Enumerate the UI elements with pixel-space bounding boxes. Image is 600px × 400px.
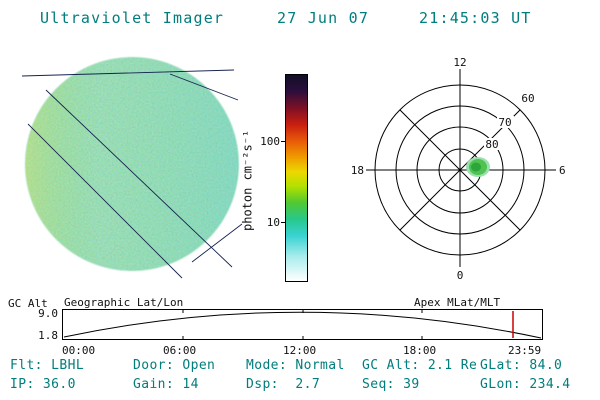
status-glat: GLat: 84.0 (480, 358, 563, 373)
colorbar-tick-10: 10 (266, 216, 280, 229)
polar-plot: 12 18 6 0 60 70 80 (351, 56, 566, 282)
colorbar-tickmark-100 (281, 141, 286, 142)
gc-alt-ytick-1-8: 1.8 (38, 329, 58, 342)
xtick-0600: 06:00 (163, 344, 197, 357)
disk-pixels (25, 57, 239, 271)
strip-hour-ticks (182, 310, 423, 339)
mlt-label-0: 0 (457, 269, 464, 282)
polar-projection-label: Apex MLat/MLT (414, 296, 501, 309)
status-seq: Seq: 39 (362, 377, 420, 392)
colorbar-gradient (285, 74, 308, 282)
gc-alt-plot-area (63, 310, 542, 339)
gc-alt-curve (63, 311, 542, 339)
header-time: 21:45:03 UT (419, 9, 532, 27)
gc-alt-axis-label: GC Alt (8, 297, 48, 310)
mlat-label-80: 80 (485, 138, 498, 151)
mlt-label-18: 18 (351, 164, 364, 177)
status-gc-alt: GC Alt: 2.1 Re (362, 358, 478, 373)
status-flt: Flt: LBHL (10, 358, 85, 373)
mlt-label-12: 12 (453, 56, 466, 69)
colorbar-axis-label: photon cm⁻²s⁻¹ (240, 129, 255, 231)
disk-projection-label: Geographic Lat/Lon (64, 296, 184, 309)
status-gain: Gain: 14 (133, 377, 199, 392)
xtick-2359: 23:59 (508, 344, 542, 357)
status-mode: Mode: Normal (246, 358, 345, 373)
colorbar-tickmark-10 (281, 222, 286, 223)
xtick-1200: 12:00 (283, 344, 317, 357)
mlat-label-60: 60 (521, 92, 534, 105)
header-date: 27 Jun 07 (277, 9, 370, 27)
uv-disk-image (21, 56, 243, 279)
gc-alt-ytick-9: 9.0 (38, 307, 58, 320)
status-door: Door: Open (133, 358, 216, 373)
mlat-label-70: 70 (498, 116, 511, 129)
mlt-label-6: 6 (559, 164, 566, 177)
xtick-1800: 18:00 (403, 344, 437, 357)
colorbar-tick-100: 100 (260, 135, 280, 148)
auroral-spot (466, 157, 490, 177)
mlat-label-backers (484, 92, 537, 150)
status-ip: IP: 36.0 (10, 377, 76, 392)
status-dsp: Dsp: 2.7 (246, 377, 321, 392)
gc-alt-strip-chart (62, 309, 543, 340)
mlt-spokes (366, 69, 556, 267)
app-title: Ultraviolet Imager (40, 9, 225, 27)
xtick-0000: 00:00 (62, 344, 96, 357)
geographic-grid-lines (21, 69, 243, 279)
disk-limb (24, 56, 240, 272)
status-glon: GLon: 234.4 (480, 377, 571, 392)
